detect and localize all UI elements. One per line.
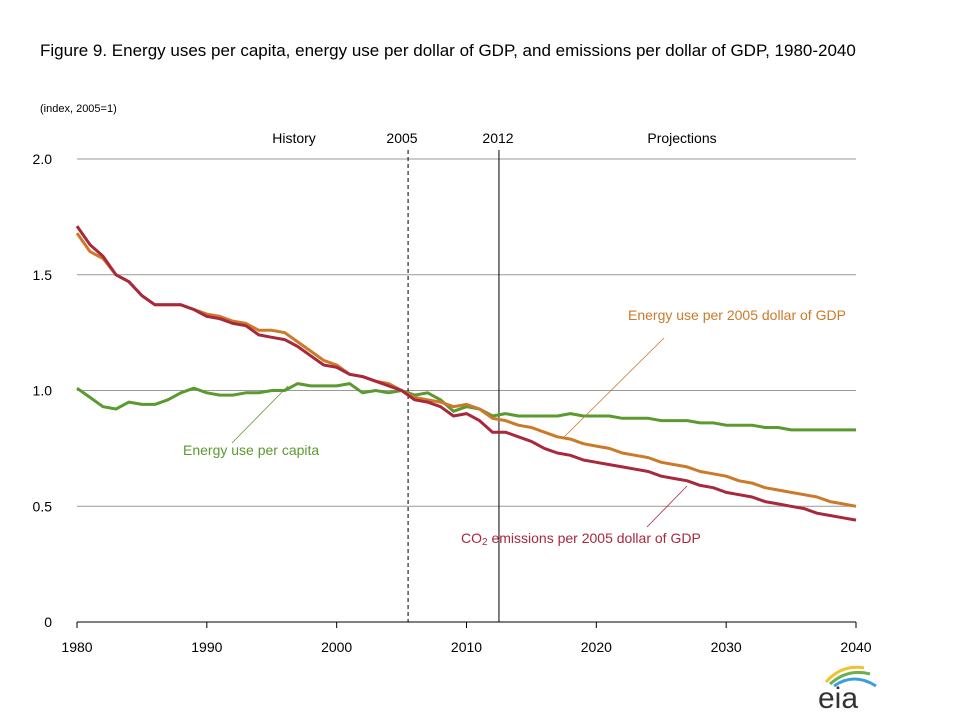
co2-label-suffix: emissions per 2005 dollar of GDP xyxy=(488,530,701,546)
history-label: History xyxy=(272,130,316,146)
co2-label-subscript: 2 xyxy=(482,537,488,548)
y-tick-label: 2.0 xyxy=(33,151,53,167)
series-label-energy-per-capita: Energy use per capita xyxy=(183,442,319,458)
leader-line-energy-per-gdp xyxy=(563,337,665,438)
x-tick-label: 2010 xyxy=(451,639,482,655)
x-tick-label: 1990 xyxy=(191,639,222,655)
series-label-co2-per-gdp: CO2 emissions per 2005 dollar of GDP xyxy=(461,530,701,548)
year-2005-label: 2005 xyxy=(386,130,417,146)
y-tick-label: 0 xyxy=(44,614,52,630)
series-line-0 xyxy=(76,382,856,432)
series-label-energy-per-gdp: Energy use per 2005 dollar of GDP xyxy=(628,307,846,323)
x-tick-label: 2020 xyxy=(581,639,612,655)
y-tick-label: 1.5 xyxy=(33,267,53,283)
x-tick-label: 2000 xyxy=(321,639,352,655)
leader-line-co2-per-gdp xyxy=(646,485,688,528)
projections-label: Projections xyxy=(647,130,716,146)
eia-logo: eia xyxy=(818,665,877,712)
co2-label-prefix: CO xyxy=(461,530,482,546)
svg-text:eia: eia xyxy=(818,682,858,712)
year-2012-label: 2012 xyxy=(482,130,513,146)
x-tick-label: 2030 xyxy=(711,639,742,655)
x-tick-label: 1980 xyxy=(61,639,92,655)
chart-title: Figure 9. Energy uses per capita, energy… xyxy=(40,41,856,60)
leader-line-energy-per-capita xyxy=(231,385,289,444)
chart-subtitle: (index, 2005=1) xyxy=(40,103,117,115)
y-tick-label: 0.5 xyxy=(33,498,53,514)
series-line-2 xyxy=(75,225,857,522)
series-line-1 xyxy=(75,232,857,508)
x-tick-label: 2040 xyxy=(840,639,871,655)
y-tick-label: 1.0 xyxy=(33,383,53,399)
